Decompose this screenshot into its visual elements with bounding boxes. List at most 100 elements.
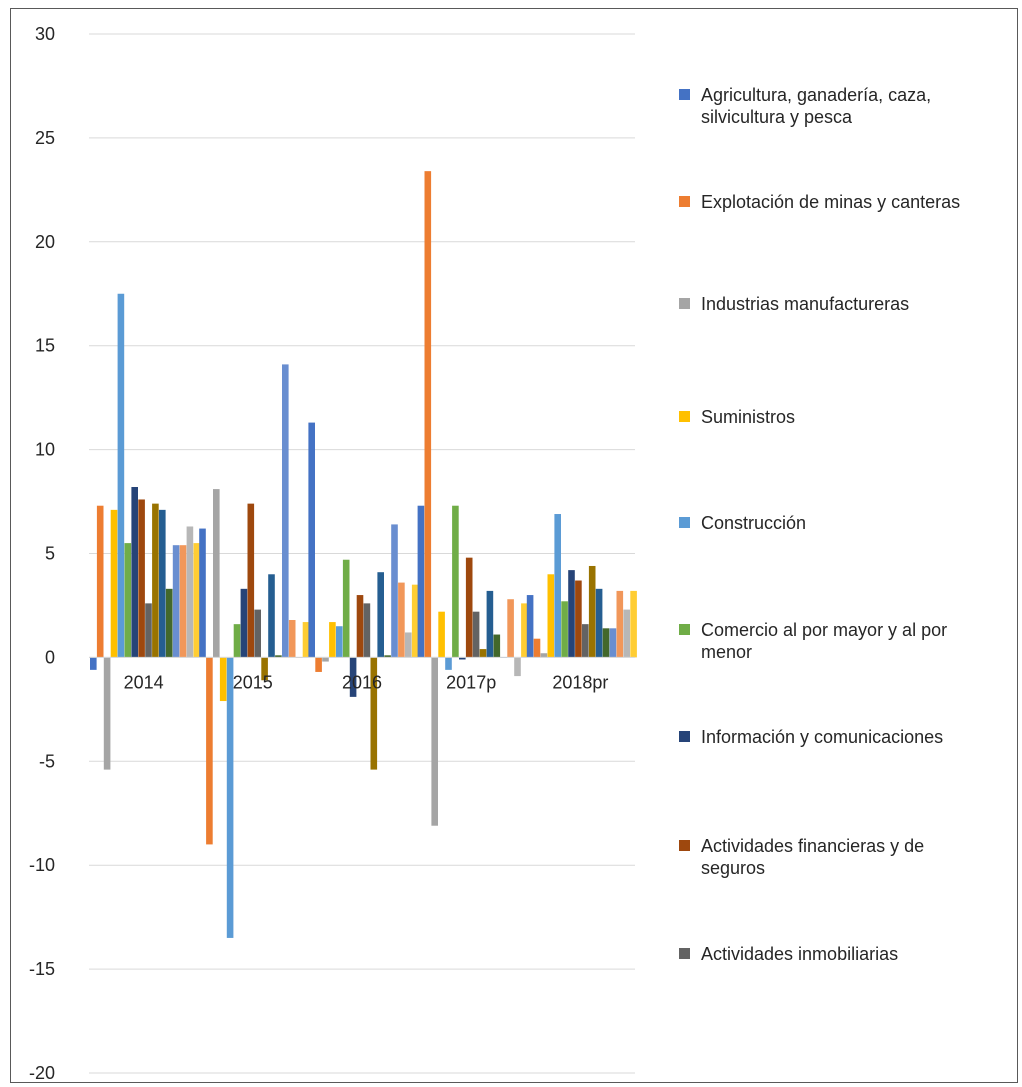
bar (268, 574, 275, 658)
y-tick-label: 5 (45, 544, 55, 564)
bar (282, 364, 289, 658)
legend-entry: Actividades inmobiliarias (679, 944, 898, 964)
bar (391, 524, 398, 658)
bar (533, 638, 541, 658)
bar (438, 611, 445, 658)
category-labels: 2014 2015 2016 2017p 2018pr (124, 672, 609, 692)
bar (561, 601, 568, 658)
category-label: 2016 (342, 672, 382, 692)
legend-label: Actividades financieras y de seguros (701, 836, 924, 878)
legend: Agricultura, ganadería, caza, silvicultur… (679, 85, 960, 964)
bar (138, 499, 145, 658)
bar (199, 528, 206, 658)
bar (472, 611, 480, 658)
y-tick-label: -5 (39, 751, 55, 771)
bar (213, 489, 220, 658)
bar (172, 545, 180, 658)
y-tick-label: 0 (45, 647, 55, 667)
bar (103, 657, 111, 770)
bar (117, 293, 125, 658)
legend-swatch (679, 517, 690, 528)
category-label: 2017p (446, 672, 496, 692)
legend-label: Construcción (701, 513, 806, 533)
bar (254, 609, 261, 658)
legend-swatch (679, 298, 690, 309)
bar (514, 657, 521, 677)
bar (540, 653, 548, 658)
bar (493, 634, 501, 658)
legend-label: Información y comunicaciones (701, 727, 943, 747)
bar (288, 620, 296, 658)
bar (595, 588, 603, 658)
bar (398, 582, 405, 658)
legend-entry: Explotación de minas y canteras (679, 192, 960, 212)
bar (329, 622, 336, 658)
legend-swatch (679, 89, 690, 100)
legend-swatch (679, 196, 690, 207)
gridlines (89, 33, 635, 1074)
bar (356, 595, 364, 658)
legend-label: Actividades inmobiliarias (701, 944, 898, 964)
y-tick-label: 10 (35, 440, 55, 460)
bar (452, 505, 459, 658)
bar (479, 649, 487, 658)
legend-swatch (679, 840, 690, 851)
legend-label: Agricultura, ganadería, caza, silvicultur… (701, 85, 931, 127)
bar (233, 624, 241, 658)
legend-swatch (679, 624, 690, 635)
bar (179, 545, 187, 658)
y-tick-label: 20 (35, 232, 55, 252)
bar (623, 609, 630, 658)
bar (377, 572, 384, 658)
bar (411, 584, 419, 658)
bar (405, 632, 412, 658)
bar (110, 509, 118, 658)
y-tick-label: 15 (35, 336, 55, 356)
bar (247, 503, 255, 658)
bar (486, 590, 494, 658)
bar (568, 570, 575, 658)
bar (431, 657, 438, 826)
bar (417, 505, 425, 658)
bar (609, 628, 617, 658)
bar (159, 509, 166, 658)
bar (521, 603, 528, 658)
legend-swatch (679, 411, 690, 422)
bar (336, 626, 343, 658)
bar (90, 657, 97, 670)
legend-entry: Actividades financieras y de seguros (679, 836, 924, 878)
legend-label: Explotación de minas y canteras (701, 192, 960, 212)
bar (96, 505, 104, 658)
legend-entry: Construcción (679, 513, 806, 533)
bar (602, 628, 610, 658)
category-label: 2018pr (552, 672, 608, 692)
bar (240, 588, 248, 658)
bar (424, 171, 432, 658)
bar (459, 657, 466, 660)
bar (226, 657, 234, 938)
y-tick-label: -10 (29, 855, 55, 875)
bar (145, 603, 152, 658)
bar (131, 487, 138, 658)
bar (302, 622, 310, 658)
bar (349, 657, 357, 697)
bar (465, 557, 473, 658)
bars (90, 171, 637, 938)
bar (308, 422, 315, 658)
legend-entry: Suministros (679, 407, 795, 427)
bar (322, 657, 329, 662)
bar (575, 580, 582, 658)
y-tick-label: 25 (35, 128, 55, 148)
bar (384, 655, 391, 658)
bar (186, 526, 194, 658)
bar (124, 543, 132, 658)
bar (526, 595, 534, 658)
y-tick-label: 30 (35, 24, 55, 44)
chart-frame: 30 25 20 15 10 5 0 -5 -10 -15 -20 2014 2015 2016 2017… (10, 8, 1018, 1083)
legend-swatch (679, 948, 690, 959)
bar (554, 514, 561, 658)
bar (445, 657, 452, 670)
legend-entry: Industrias manufactureras (679, 294, 909, 314)
bar (363, 603, 371, 658)
